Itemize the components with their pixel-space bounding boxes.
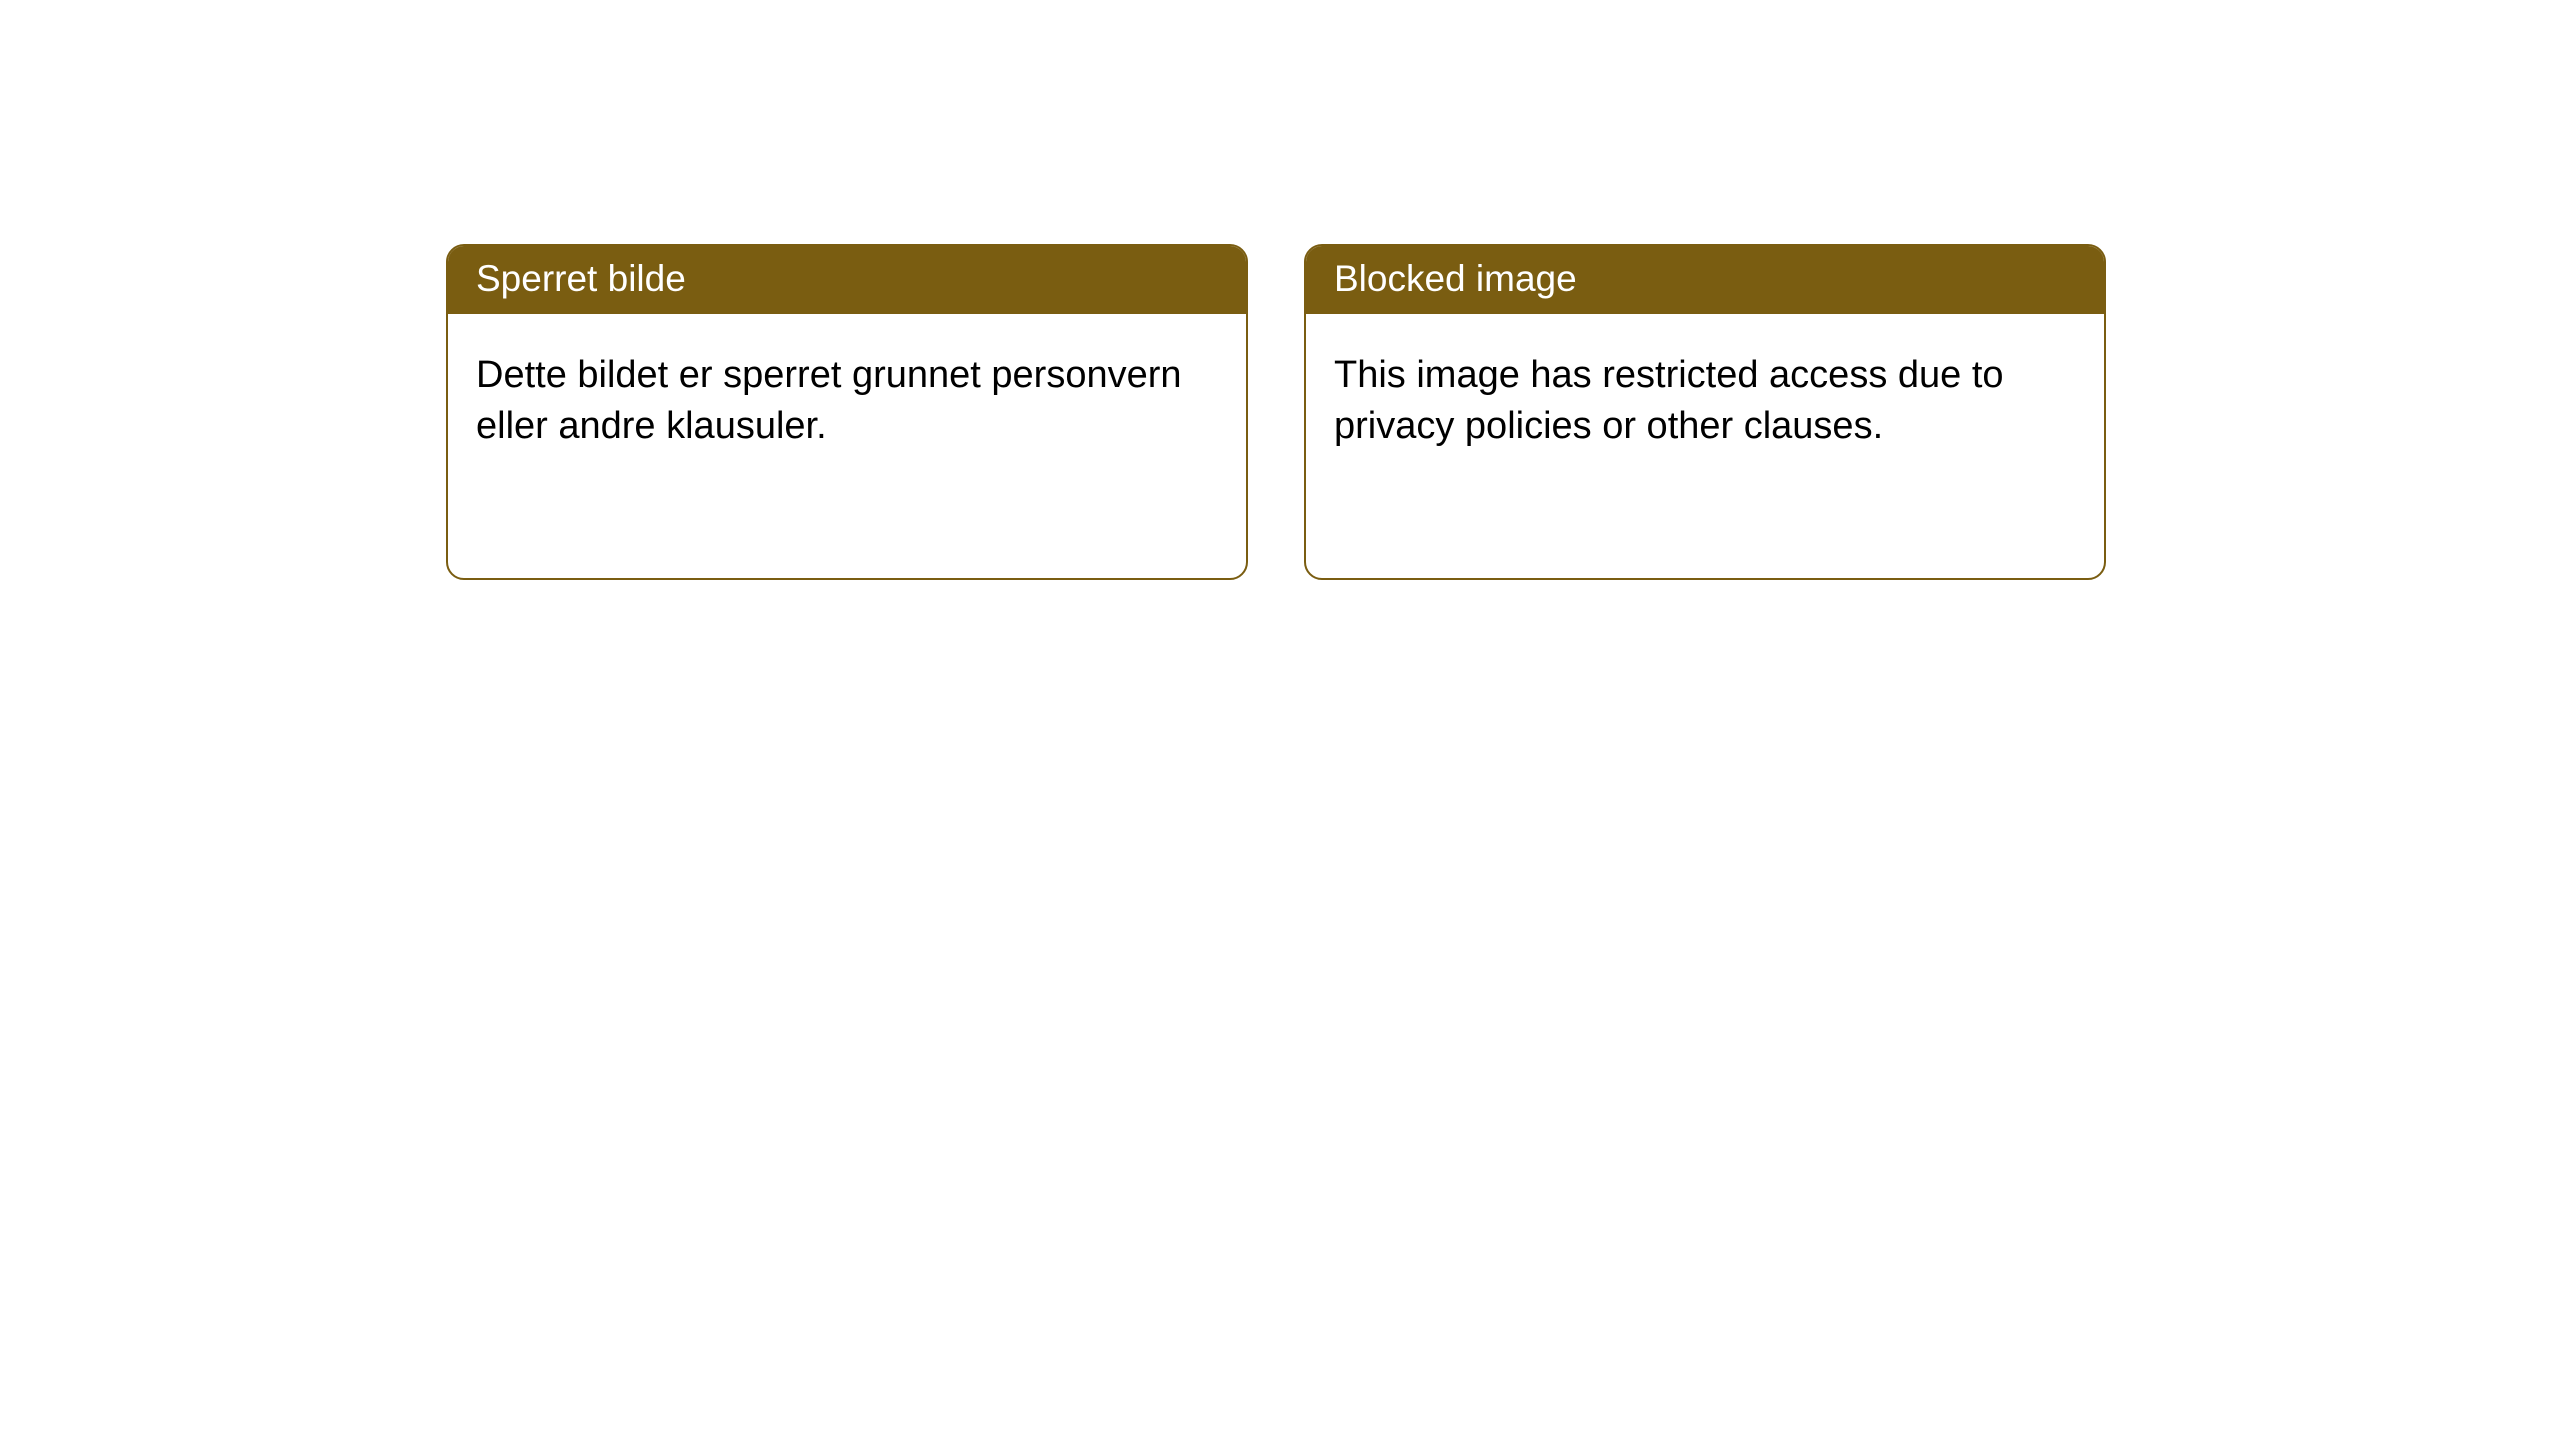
card-body-text: This image has restricted access due to … bbox=[1334, 354, 2004, 447]
card-body: Dette bildet er sperret grunnet personve… bbox=[448, 314, 1246, 481]
card-header: Blocked image bbox=[1306, 246, 2104, 314]
blocked-image-card-no: Sperret bilde Dette bildet er sperret gr… bbox=[446, 244, 1248, 580]
card-header: Sperret bilde bbox=[448, 246, 1246, 314]
card-title: Sperret bilde bbox=[476, 258, 686, 299]
card-body: This image has restricted access due to … bbox=[1306, 314, 2104, 481]
blocked-image-card-en: Blocked image This image has restricted … bbox=[1304, 244, 2106, 580]
cards-container: Sperret bilde Dette bildet er sperret gr… bbox=[0, 0, 2560, 580]
card-title: Blocked image bbox=[1334, 258, 1577, 299]
card-body-text: Dette bildet er sperret grunnet personve… bbox=[476, 354, 1182, 447]
